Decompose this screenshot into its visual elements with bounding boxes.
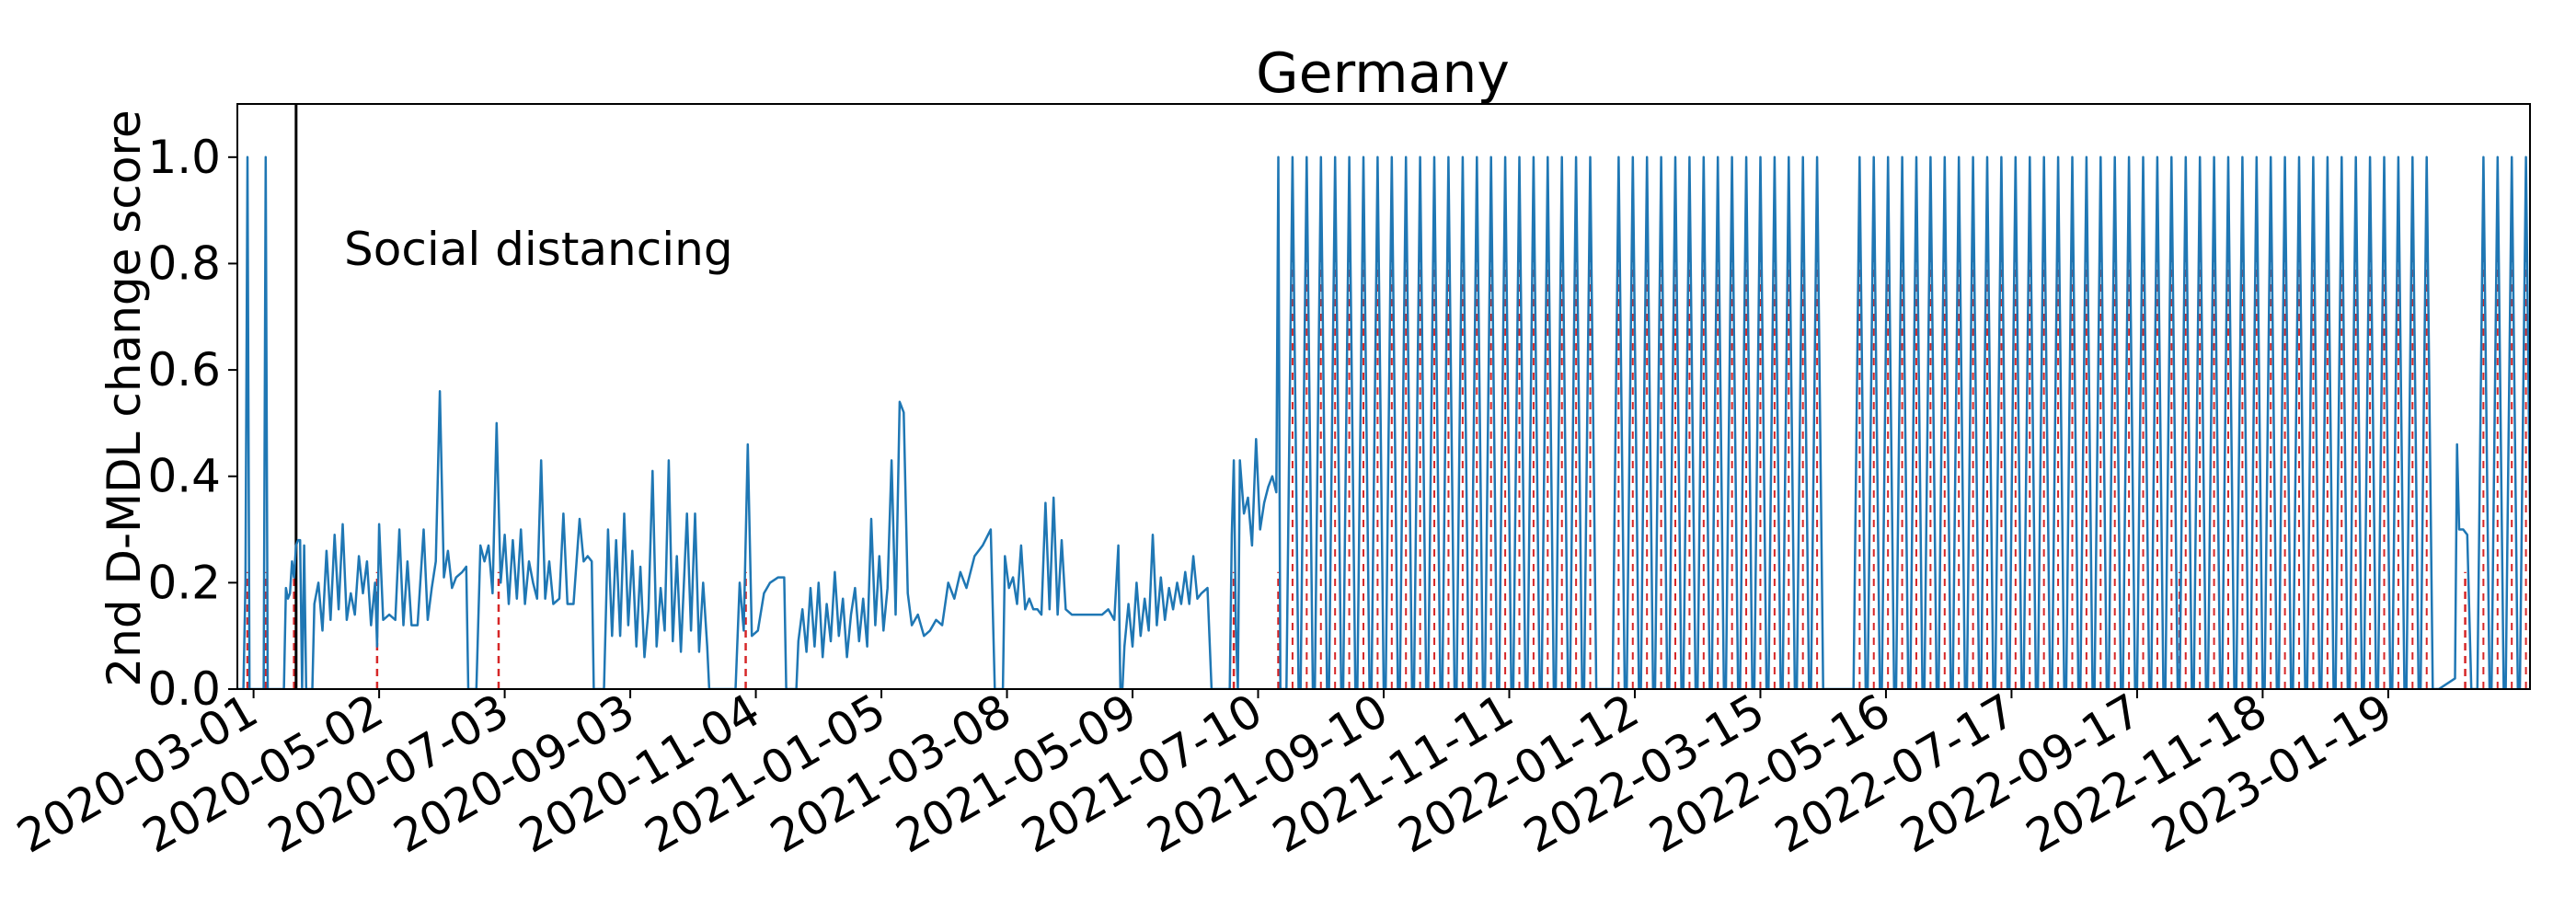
- y-tick-label-2: 0.4: [147, 450, 221, 503]
- plot-area: [237, 104, 2530, 689]
- y-tick-label-3: 0.6: [147, 343, 221, 397]
- chart-title: Germany: [1256, 41, 1510, 106]
- y-axis: 0.0 0.2 0.4 0.6 0.8 1.0: [147, 131, 237, 716]
- series-line: [237, 155, 2530, 689]
- y-tick-label-4: 0.8: [147, 236, 221, 290]
- y-axis-title: 2nd D-MDL change score: [98, 109, 151, 686]
- y-tick-label-1: 0.2: [147, 556, 221, 609]
- y-tick-label-0: 0.0: [147, 662, 221, 716]
- y-tick-label-5: 1.0: [147, 131, 221, 184]
- annotation-social-distancing: Social distancing: [344, 223, 733, 276]
- x-axis: 2020-03-012020-05-022020-07-032020-09-03…: [8, 684, 2401, 864]
